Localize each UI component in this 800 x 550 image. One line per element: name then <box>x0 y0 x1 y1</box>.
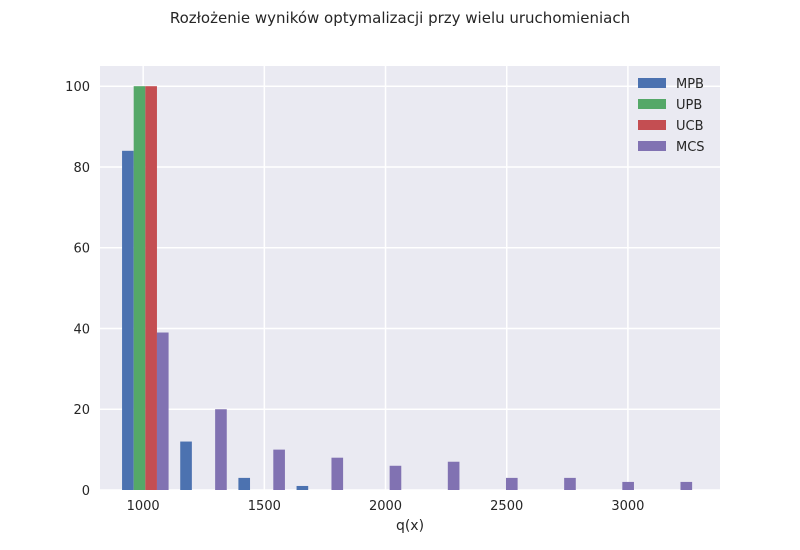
y-tick-label: 40 <box>73 322 90 337</box>
x-tick-label: 3000 <box>611 499 644 514</box>
bar-upb-bin-1 <box>133 86 146 490</box>
bar-mcs-bin-5 <box>389 465 402 490</box>
legend-label: MCS <box>676 140 705 155</box>
legend-item-ucb: UCB <box>638 119 704 134</box>
bar-mcs-bin-2 <box>215 409 227 490</box>
legend-label: UCB <box>676 119 704 134</box>
bars-group <box>122 86 693 491</box>
bar-mcs-bin-4 <box>331 457 344 490</box>
y-tick-label: 60 <box>73 242 90 257</box>
bar-mcs-bin-8 <box>564 477 576 490</box>
bar-mpb-bin-2 <box>180 441 192 490</box>
bar-mcs-bin-9 <box>622 481 634 490</box>
x-tick-label: 1500 <box>248 499 281 514</box>
bar-mpb-bin-4 <box>296 485 309 490</box>
legend-swatch <box>638 99 666 109</box>
bar-mcs-bin-6 <box>447 461 460 490</box>
legend-swatch <box>638 120 666 130</box>
legend-swatch <box>638 78 666 88</box>
bar-mpb-bin-1 <box>122 150 134 491</box>
grid-lines <box>100 66 720 491</box>
legend-item-mcs: MCS <box>638 140 705 155</box>
bar-mcs-bin-1 <box>156 332 169 490</box>
bar-ucb-bin-1 <box>145 86 157 490</box>
bar-mcs-bin-3 <box>273 449 285 490</box>
x-tick-labels: 1000 1500 2000 2500 3000 <box>127 499 645 514</box>
bar-mcs-bin-10 <box>680 481 693 490</box>
legend-label: UPB <box>676 98 702 113</box>
y-tick-label: 80 <box>73 161 90 176</box>
y-tick-label: 20 <box>73 403 90 418</box>
chart-title: Rozłożenie wyników optymalizacji przy wi… <box>170 9 630 27</box>
x-axis-label: q(x) <box>396 518 424 534</box>
x-tick-label: 2500 <box>490 499 523 514</box>
y-tick-labels: 0 20 40 60 80 100 <box>65 80 90 499</box>
legend-swatch <box>638 141 666 151</box>
y-tick-label: 100 <box>65 80 90 95</box>
x-tick-label: 1000 <box>127 499 160 514</box>
plot-area <box>100 66 720 490</box>
bar-mpb-bin-3 <box>238 477 251 490</box>
legend-item-upb: UPB <box>638 98 702 113</box>
legend-item-mpb: MPB <box>638 77 704 92</box>
bar-mcs-bin-7 <box>505 477 518 490</box>
legend: MPB UPB UCB MCS <box>638 77 705 155</box>
x-tick-label: 2000 <box>369 499 402 514</box>
y-tick-label: 0 <box>82 484 90 499</box>
legend-label: MPB <box>676 77 704 92</box>
